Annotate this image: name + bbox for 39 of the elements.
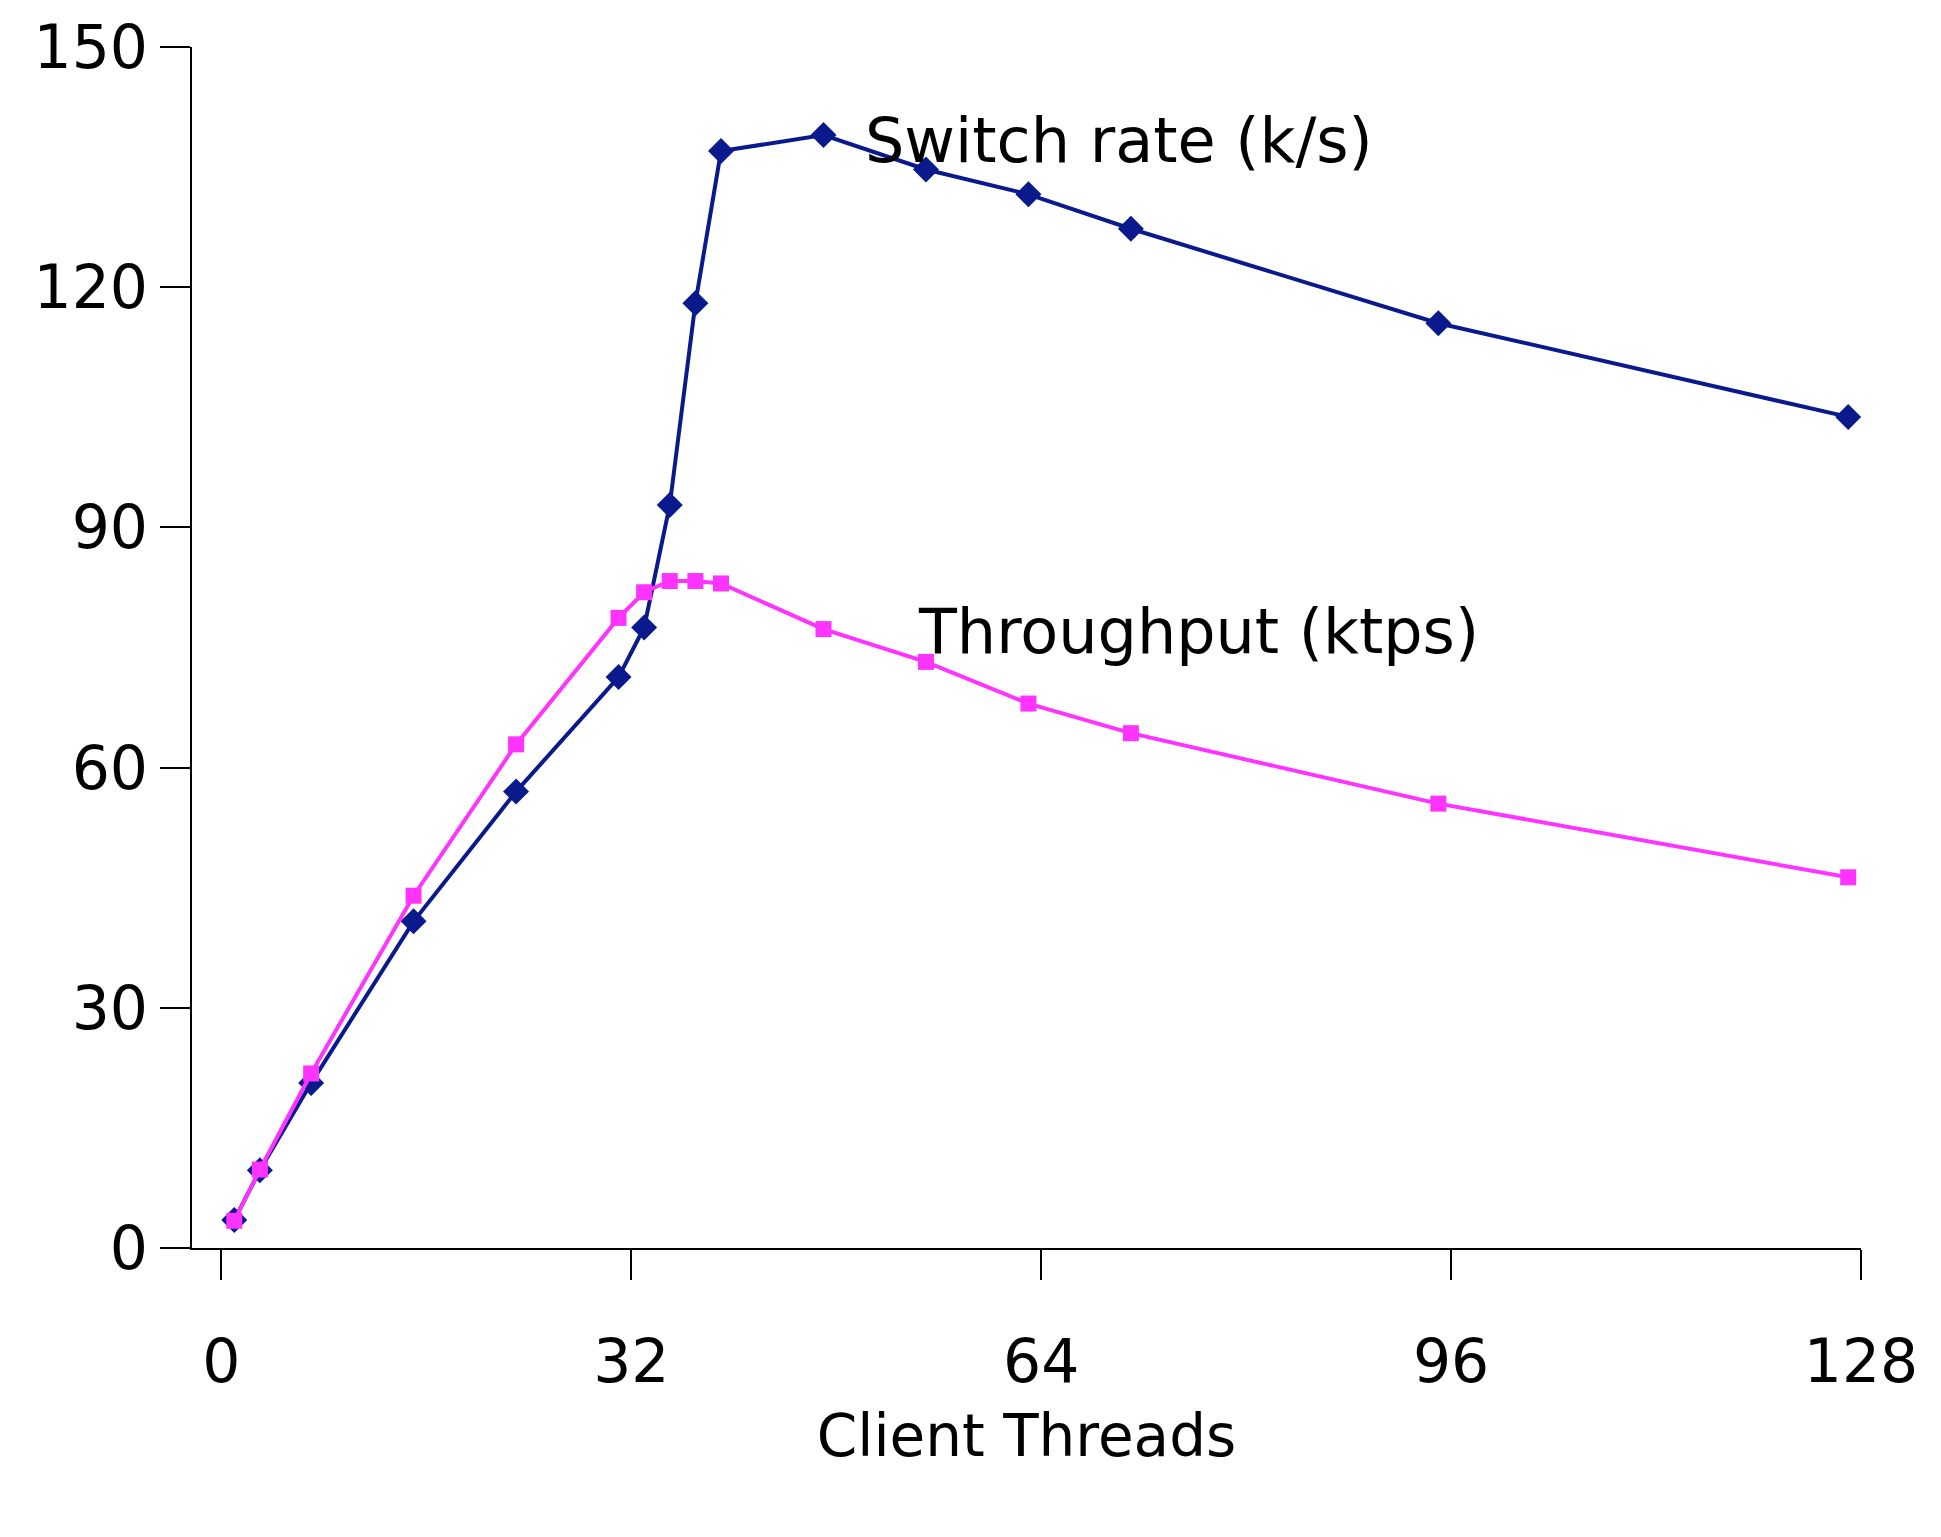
point — [682, 290, 709, 317]
point — [405, 887, 422, 904]
x-tick-label: 32 — [593, 1326, 670, 1396]
point — [636, 584, 653, 601]
x-axis-title: Client Threads — [816, 1401, 1237, 1470]
point — [400, 908, 427, 935]
point — [1020, 695, 1037, 712]
point — [656, 491, 683, 518]
y-tick-label: 0 — [109, 1213, 148, 1283]
point — [708, 138, 735, 165]
point — [815, 621, 832, 638]
point — [508, 736, 525, 753]
point — [1015, 181, 1042, 208]
y-tick-label: 120 — [33, 252, 148, 323]
point — [610, 609, 627, 626]
point — [687, 573, 704, 590]
point — [1430, 795, 1447, 812]
point — [1835, 403, 1862, 430]
point — [1122, 725, 1139, 742]
point — [303, 1065, 320, 1082]
point — [810, 122, 837, 149]
x-tick-label: 0 — [202, 1326, 241, 1396]
point — [503, 778, 530, 805]
point — [1840, 869, 1857, 886]
x-tick-label: 96 — [1412, 1326, 1490, 1396]
point — [631, 614, 658, 641]
x-tick-label: 64 — [1003, 1326, 1080, 1396]
y-tick-label: 60 — [71, 732, 148, 803]
point — [713, 575, 730, 592]
point — [1425, 310, 1452, 337]
y-tick-label: 90 — [71, 492, 148, 563]
y-tick-label: 30 — [71, 972, 148, 1043]
series-label: Switch rate (k/s) — [865, 104, 1373, 177]
point — [661, 573, 678, 590]
series-label: Throughput (ktps) — [918, 595, 1480, 668]
point — [605, 664, 632, 691]
point — [1117, 215, 1144, 242]
x-tick-label: 128 — [1803, 1326, 1919, 1396]
y-tick-label: 150 — [33, 12, 148, 82]
